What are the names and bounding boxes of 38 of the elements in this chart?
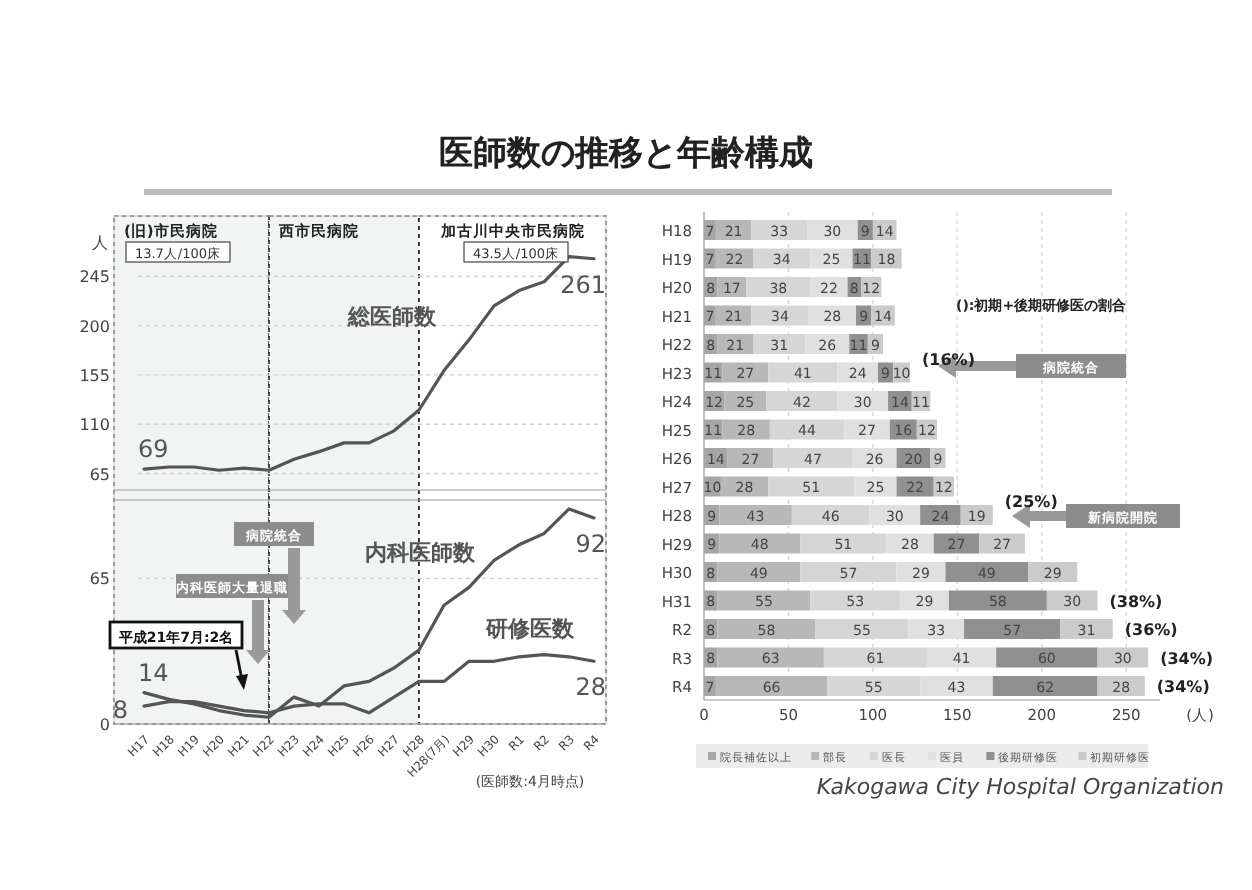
- annotation: (16%): [922, 350, 975, 369]
- series-label: 内科医師数: [365, 540, 477, 566]
- bar: [717, 590, 811, 611]
- data-label: 69: [138, 435, 169, 464]
- bar: [717, 562, 801, 582]
- y-tick-label: 65: [89, 465, 110, 484]
- bar: [996, 647, 1098, 668]
- text: (34%): [1160, 649, 1214, 668]
- text: Kakogawa City Hospital Organization: [816, 774, 1225, 800]
- y-tick-label: 155: [79, 366, 110, 385]
- y-tick-label: 200: [79, 317, 110, 336]
- bar: [1046, 590, 1098, 611]
- annotation: (38%): [1109, 592, 1163, 611]
- data-label: 28: [575, 673, 606, 702]
- series-label: 研修医数: [484, 616, 576, 642]
- bar: [717, 619, 816, 639]
- data-label: 8: [112, 696, 128, 725]
- bar: [948, 590, 1047, 611]
- y-tick-label: 65: [89, 570, 110, 589]
- bar: [979, 533, 1025, 554]
- annotation: (36%): [1124, 621, 1178, 639]
- bar: [945, 562, 1029, 582]
- series-label: 総医師数: [346, 304, 438, 330]
- bar: [1060, 619, 1113, 639]
- y-axis-title: 人: [92, 234, 108, 252]
- bar: [717, 647, 824, 668]
- data-label: 14: [138, 658, 169, 687]
- annotation: (34%): [1156, 678, 1210, 696]
- annotation: (25%): [1004, 493, 1058, 511]
- bar: [719, 505, 792, 525]
- y-tick-label: 110: [79, 416, 110, 435]
- y-tick-label: 245: [79, 268, 110, 287]
- data-label: 261: [560, 270, 606, 299]
- chart-title: 医師数の推移と年齢構成: [439, 134, 813, 174]
- bar: [719, 533, 801, 554]
- data-label: 92: [575, 529, 606, 558]
- bar: [964, 619, 1061, 639]
- bar: [715, 676, 828, 696]
